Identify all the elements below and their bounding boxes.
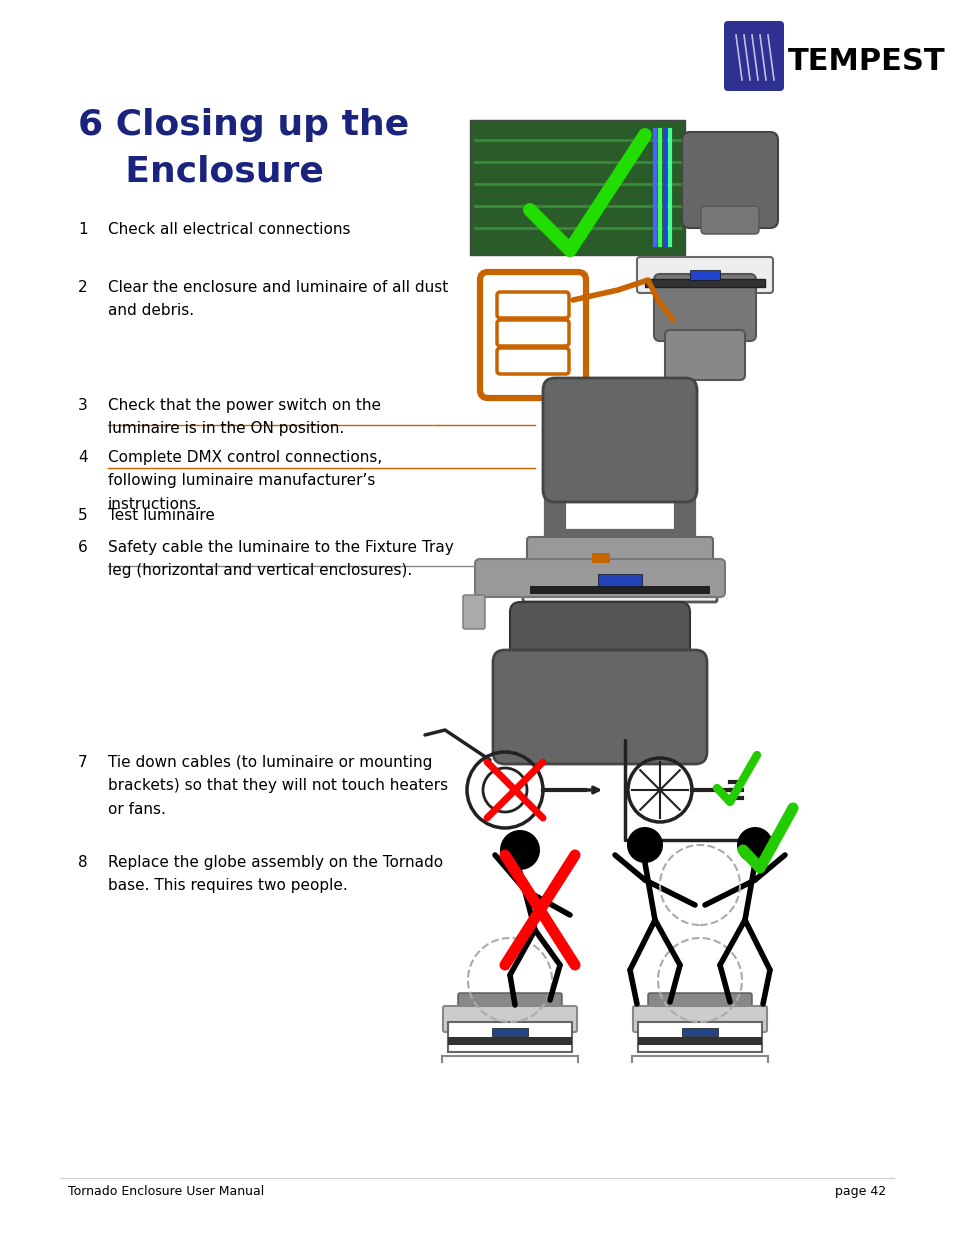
FancyBboxPatch shape [638,1023,761,1052]
FancyBboxPatch shape [633,1007,766,1032]
Text: 3: 3 [78,398,88,412]
FancyBboxPatch shape [457,993,561,1016]
FancyBboxPatch shape [448,1037,572,1045]
FancyBboxPatch shape [598,574,641,585]
FancyBboxPatch shape [592,553,609,563]
FancyBboxPatch shape [644,279,764,287]
FancyBboxPatch shape [522,559,717,601]
Text: 4: 4 [78,450,88,466]
Text: Tie down cables (to luminaire or mounting
brackets) so that they will not touch : Tie down cables (to luminaire or mountin… [108,755,448,816]
FancyBboxPatch shape [681,132,778,228]
FancyBboxPatch shape [448,1023,572,1052]
FancyBboxPatch shape [492,1028,527,1036]
Circle shape [626,827,662,863]
FancyBboxPatch shape [510,601,689,682]
FancyBboxPatch shape [526,537,712,568]
FancyBboxPatch shape [470,120,684,254]
FancyBboxPatch shape [681,1028,718,1036]
FancyBboxPatch shape [723,21,783,91]
Text: 1: 1 [78,222,88,237]
Text: Clear the enclosure and luminaire of all dust
and debris.: Clear the enclosure and luminaire of all… [108,280,448,319]
Text: Enclosure: Enclosure [100,156,323,189]
Text: Check that the power switch on the
luminaire is in the ON position.: Check that the power switch on the lumin… [108,398,380,436]
Text: 6 Closing up the: 6 Closing up the [78,107,409,142]
Text: Complete DMX control connections,
following luminaire manufacturer’s
instruction: Complete DMX control connections, follow… [108,450,382,511]
Text: Test luminaire: Test luminaire [108,508,214,522]
Text: 8: 8 [78,855,88,869]
Text: 7: 7 [78,755,88,769]
Text: page 42: page 42 [834,1186,885,1198]
Text: Replace the globe assembly on the Tornado
base. This requires two people.: Replace the globe assembly on the Tornad… [108,855,442,893]
FancyBboxPatch shape [689,270,720,280]
Text: 2: 2 [78,280,88,295]
FancyBboxPatch shape [462,595,484,629]
Text: Tornado Enclosure User Manual: Tornado Enclosure User Manual [68,1186,264,1198]
FancyBboxPatch shape [475,559,724,597]
FancyBboxPatch shape [654,274,755,341]
Circle shape [499,830,539,869]
FancyBboxPatch shape [530,585,709,594]
FancyBboxPatch shape [638,1037,761,1045]
FancyBboxPatch shape [637,257,772,293]
Text: 6: 6 [78,540,88,555]
FancyBboxPatch shape [664,330,744,380]
FancyBboxPatch shape [700,206,759,233]
FancyBboxPatch shape [542,378,697,501]
Text: 5: 5 [78,508,88,522]
FancyBboxPatch shape [647,993,751,1016]
FancyBboxPatch shape [442,1007,577,1032]
Text: Check all electrical connections: Check all electrical connections [108,222,350,237]
Text: TEMPEST: TEMPEST [787,47,944,75]
FancyBboxPatch shape [493,650,706,764]
Text: Safety cable the luminaire to the Fixture Tray
leg (horizontal and vertical encl: Safety cable the luminaire to the Fixtur… [108,540,454,578]
Circle shape [737,827,772,863]
